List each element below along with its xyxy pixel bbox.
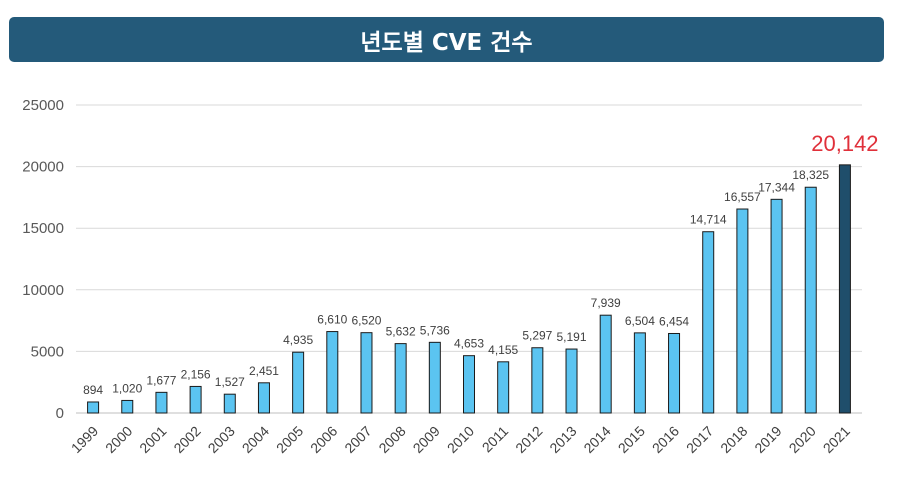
x-tick-label: 2013 [546, 423, 579, 456]
x-tick-label: 1999 [68, 423, 101, 456]
x-tick-label: 2021 [820, 423, 853, 456]
bar-2001 [155, 391, 168, 414]
bar-2004 [257, 382, 270, 414]
data-label-2002: 2,156 [181, 367, 211, 381]
x-tick-label: 2007 [341, 423, 374, 456]
data-label-2003: 1,527 [215, 375, 245, 389]
x-tick-label: 2000 [102, 423, 135, 456]
bar-2005 [292, 351, 305, 414]
data-label-2019: 17,344 [758, 180, 795, 194]
x-tick-label: 2012 [512, 423, 545, 456]
y-tick-label: 5000 [31, 343, 64, 360]
x-tick-label: 2003 [205, 423, 238, 456]
data-label-2021: 20,142 [811, 131, 878, 156]
x-tick-label: 2014 [580, 423, 613, 456]
bar-2013 [565, 348, 578, 414]
data-label-2011: 4,155 [488, 343, 518, 357]
y-tick-label: 0 [56, 405, 64, 422]
x-tick-label: 2015 [615, 423, 648, 456]
x-tick-label: 2002 [170, 423, 203, 456]
x-tick-label: 2001 [136, 423, 169, 456]
data-label-2012: 5,297 [522, 329, 552, 343]
data-label-2004: 2,451 [249, 364, 279, 378]
x-tick-label: 2006 [307, 423, 340, 456]
x-tick-label: 2004 [239, 423, 272, 456]
x-tick-label: 2016 [649, 423, 682, 456]
bar-2006 [326, 331, 339, 414]
x-tick-label: 2005 [273, 423, 306, 456]
data-label-1999: 894 [83, 383, 103, 397]
bar-2007 [360, 332, 373, 414]
bar-1999 [87, 401, 100, 414]
x-tick-label: 2018 [717, 423, 750, 456]
bar-2009 [428, 341, 441, 414]
bar-2014 [599, 314, 612, 414]
data-label-2008: 5,632 [386, 325, 416, 339]
data-label-2014: 7,939 [591, 296, 621, 310]
data-label-2018: 16,557 [724, 190, 761, 204]
data-label-2009: 5,736 [420, 323, 450, 337]
x-tick-label: 2020 [786, 423, 819, 456]
data-label-2020: 18,325 [792, 168, 829, 182]
data-label-2010: 4,653 [454, 337, 484, 351]
bar-2015 [633, 332, 646, 414]
x-tick-label: 2017 [683, 423, 716, 456]
data-label-2016: 6,454 [659, 314, 689, 328]
y-tick-label: 25000 [22, 97, 64, 114]
y-tick-label: 10000 [22, 282, 64, 299]
x-tick-label: 2010 [444, 423, 477, 456]
data-label-2000: 1,020 [112, 381, 142, 395]
bar-2012 [531, 347, 544, 414]
x-tick-label: 2008 [375, 423, 408, 456]
bar-2021 [838, 164, 851, 414]
bar-2003 [223, 393, 236, 414]
bar-2018 [736, 208, 749, 414]
bar-2011 [497, 361, 510, 414]
bar-2019 [770, 198, 783, 414]
data-label-2007: 6,520 [351, 314, 381, 328]
bar-2017 [702, 231, 715, 414]
bar-2008 [394, 343, 407, 414]
y-tick-label: 15000 [22, 220, 64, 237]
data-label-2006: 6,610 [317, 313, 347, 327]
y-tick-label: 20000 [22, 159, 64, 176]
bar-2010 [463, 355, 475, 414]
bar-2016 [668, 332, 681, 414]
chart-title-bar: 년도별 CVE 건수 [9, 17, 884, 62]
chart-title: 년도별 CVE 건수 [360, 29, 533, 56]
data-label-2005: 4,935 [283, 333, 313, 347]
x-tick-label: 2011 [479, 423, 512, 456]
data-label-2017: 14,714 [690, 213, 727, 227]
data-label-2015: 6,504 [625, 314, 655, 328]
data-label-2013: 5,191 [557, 330, 587, 344]
x-tick-label: 2009 [410, 423, 443, 456]
data-label-2001: 1,677 [146, 373, 176, 387]
bar-2002 [189, 385, 202, 414]
x-tick-label: 2019 [751, 423, 784, 456]
bar-2020 [804, 186, 817, 414]
bar-2000 [121, 399, 134, 414]
